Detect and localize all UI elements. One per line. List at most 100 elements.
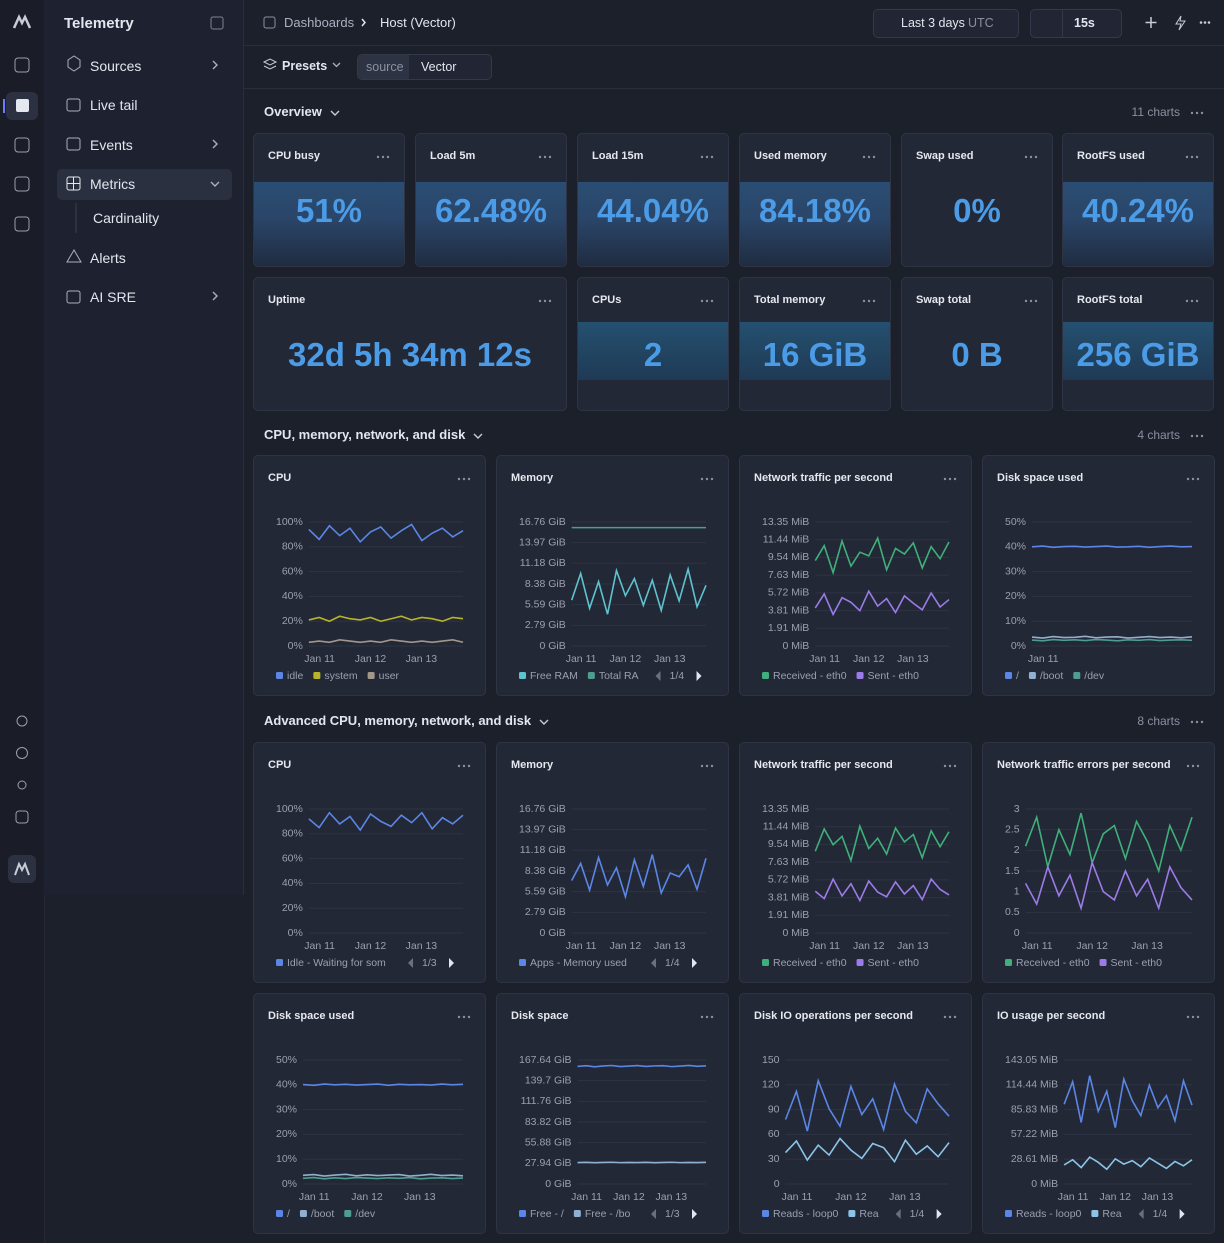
legend-label[interactable]: Received - eth0 xyxy=(773,957,847,969)
y-tick-label: 20% xyxy=(276,1128,297,1140)
legend-label[interactable]: Reads - loop0 xyxy=(1016,1208,1082,1220)
icon[interactable] xyxy=(16,747,28,759)
legend-label[interactable]: /boot xyxy=(1040,670,1063,682)
legend-label[interactable]: Received - eth0 xyxy=(773,670,847,682)
nav-item[interactable]: Sources xyxy=(90,58,142,74)
menu-button[interactable] xyxy=(700,763,714,769)
dot xyxy=(1190,299,1194,303)
menu-button[interactable] xyxy=(457,476,471,482)
legend-label[interactable]: idle xyxy=(287,670,304,682)
menu-button[interactable] xyxy=(1024,154,1038,160)
y-tick-label: 30% xyxy=(276,1103,297,1115)
icon[interactable] xyxy=(14,216,30,232)
legend-label[interactable]: Idle - Waiting for som xyxy=(287,957,386,969)
menu-button[interactable] xyxy=(1186,763,1200,769)
menu-button[interactable] xyxy=(457,763,471,769)
menu-button[interactable] xyxy=(1190,719,1204,725)
y-tick-label: 1.91 MiB xyxy=(768,909,809,921)
nav-item[interactable]: Live tail xyxy=(90,97,138,113)
icon[interactable] xyxy=(14,137,30,153)
menu-button[interactable] xyxy=(1186,1014,1200,1020)
legend-swatch xyxy=(367,672,375,679)
menu-button[interactable] xyxy=(1186,476,1200,482)
menu-button[interactable] xyxy=(1185,298,1199,304)
chevron-path xyxy=(539,719,549,725)
legend-swatch xyxy=(856,672,864,679)
menu-button[interactable] xyxy=(700,154,714,160)
legend-label[interactable]: Sent - eth0 xyxy=(868,957,920,969)
legend-swatch xyxy=(848,1210,856,1217)
legend-label[interactable]: /boot xyxy=(311,1208,334,1220)
section-title[interactable]: Advanced CPU, memory, network, and disk xyxy=(264,713,532,728)
menu-button[interactable] xyxy=(538,154,552,160)
dot xyxy=(953,477,957,481)
icon[interactable] xyxy=(16,715,28,727)
legend-label[interactable]: system xyxy=(324,670,358,682)
y-tick-label: 13.35 MiB xyxy=(762,516,809,528)
menu-button[interactable] xyxy=(700,298,714,304)
icon[interactable] xyxy=(17,780,27,790)
menu-button[interactable] xyxy=(700,1014,714,1020)
dot xyxy=(1185,155,1189,159)
legend-label[interactable]: Apps - Memory used xyxy=(530,957,627,969)
menu-button[interactable] xyxy=(862,298,876,304)
time-picker[interactable] xyxy=(873,9,1019,38)
menu-button[interactable] xyxy=(943,476,957,482)
nav-item[interactable]: AI SRE xyxy=(90,289,136,305)
y-tick-label: 3.81 MiB xyxy=(768,891,809,903)
nav-item[interactable]: Events xyxy=(90,137,133,153)
nav-item[interactable]: Cardinality xyxy=(93,210,160,226)
stat-title: RootFS used xyxy=(1077,150,1145,162)
menu-button[interactable] xyxy=(1190,110,1204,116)
chart-title: Disk space used xyxy=(997,472,1084,484)
breadcrumb[interactable]: Dashboards xyxy=(284,15,355,30)
legend-label[interactable]: user xyxy=(379,670,400,682)
stat-title: Load 15m xyxy=(592,150,644,162)
stat-card: RootFS total 256 GiB xyxy=(1062,277,1214,411)
legend-label[interactable]: Reads - loop0 xyxy=(773,1208,839,1220)
legend-label[interactable]: /dev xyxy=(1084,670,1105,682)
legend-label[interactable]: Free RAM xyxy=(530,670,578,682)
menu-button[interactable] xyxy=(376,154,390,160)
menu-button[interactable] xyxy=(457,1014,471,1020)
chart-title: Network traffic per second xyxy=(754,472,893,484)
nav-item[interactable]: Metrics xyxy=(90,176,136,192)
icon[interactable] xyxy=(14,176,30,192)
dot xyxy=(862,155,866,159)
menu-button[interactable] xyxy=(538,298,552,304)
menu-button[interactable] xyxy=(943,763,957,769)
legend-label[interactable]: Total RA xyxy=(599,670,639,682)
menu-button[interactable] xyxy=(862,154,876,160)
menu-button[interactable] xyxy=(1185,154,1199,160)
section-title[interactable]: Overview xyxy=(264,104,322,119)
section-title[interactable]: CPU, memory, network, and disk xyxy=(264,427,466,442)
stat-value: 0% xyxy=(953,192,1001,229)
menu-button[interactable] xyxy=(1024,298,1038,304)
stat-title: Swap total xyxy=(916,294,972,306)
stat-card: Swap total 0 B xyxy=(901,277,1053,411)
legend-label[interactable]: Sent - eth0 xyxy=(1111,957,1163,969)
series-line xyxy=(814,536,950,576)
legend-label[interactable]: Sent - eth0 xyxy=(868,670,920,682)
menu-button[interactable] xyxy=(943,1014,957,1020)
menu-button[interactable] xyxy=(700,476,714,482)
legend-label[interactable]: /dev xyxy=(355,1208,376,1220)
refresh-picker[interactable] xyxy=(1030,9,1122,38)
nav-item[interactable]: Alerts xyxy=(90,250,126,266)
legend-label[interactable]: Free - /bo xyxy=(585,1208,631,1220)
legend-label[interactable]: / xyxy=(1016,670,1019,682)
y-tick-label: 0.5 xyxy=(1005,906,1020,918)
presets[interactable]: Presets xyxy=(282,59,328,73)
legend-label[interactable]: Rea xyxy=(859,1208,878,1220)
legend-label[interactable]: Free - / xyxy=(530,1208,564,1220)
legend-swatch xyxy=(1005,672,1012,679)
legend-label[interactable]: / xyxy=(287,1208,290,1220)
legend-label[interactable]: Received - eth0 xyxy=(1016,957,1090,969)
chart-title: Memory xyxy=(511,472,554,484)
icon[interactable] xyxy=(14,57,30,73)
menu-button[interactable] xyxy=(1190,433,1204,439)
chart-card: Disk IO operations per second 0 30 60 90 120 1… xyxy=(739,993,972,1234)
icon[interactable] xyxy=(15,810,29,824)
dot xyxy=(1190,155,1194,159)
legend-label[interactable]: Rea xyxy=(1102,1208,1121,1220)
